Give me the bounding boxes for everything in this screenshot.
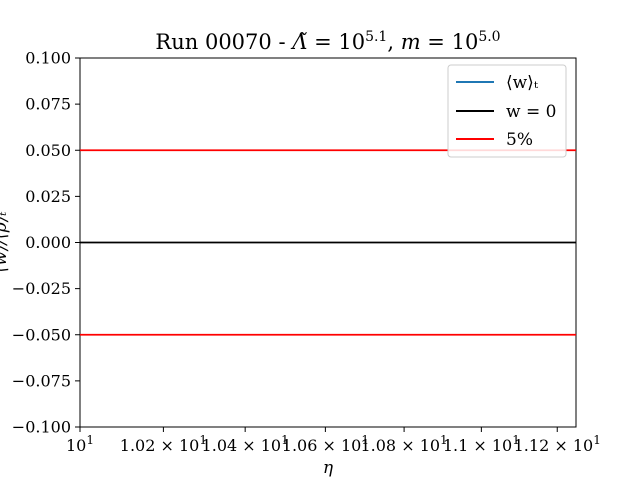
legend: ⟨w⟩ₜ w = 0 5% <box>447 64 567 158</box>
y-tick-label: 0.050 <box>25 141 71 160</box>
series-layer <box>80 149 576 336</box>
y-tick-label: 0.075 <box>25 95 71 114</box>
x-tick-label: 1.08 × 101 <box>360 433 447 455</box>
x-tick-label: 1.04 × 101 <box>202 433 289 455</box>
y-tick-label: 0.000 <box>25 233 71 252</box>
chart-title: Run 00070 - Λ̃ = 105.1, m = 105.0 <box>155 29 500 54</box>
y-tick-label: −0.025 <box>12 279 71 298</box>
y-tick-label: −0.075 <box>12 371 71 390</box>
y-axis-label: ⟨w⟩/⟨ρ⟩ₜ <box>0 211 11 273</box>
x-axis-label: η <box>323 458 334 478</box>
y-tick-label: −0.100 <box>12 418 71 437</box>
title-prefix: Run 00070 - <box>155 30 292 54</box>
y-tick-label: 0.100 <box>25 49 71 68</box>
x-tick-label: 1.1 × 101 <box>443 433 520 455</box>
x-tick-label: 101 <box>66 433 94 455</box>
title-m-symbol: m <box>401 30 421 54</box>
title-lambda-exp: 5.1 <box>365 29 387 45</box>
title-m-base: 10 <box>452 30 479 54</box>
x-tick-label: 1.02 × 101 <box>120 433 207 455</box>
title-m-exp: 5.0 <box>478 29 500 45</box>
ticks-layer: 0.100 0.075 0.050 0.025 0.000 −0.025 −0.050 −0.… <box>12 49 601 456</box>
x-tick-label: 1.06 × 101 <box>282 433 369 455</box>
title-lambda-symbol: Λ̃ <box>290 30 307 54</box>
y-tick-label: 0.025 <box>25 187 71 206</box>
x-tick-label: 1.12 × 101 <box>514 433 601 455</box>
y-tick-label: −0.050 <box>12 325 71 344</box>
legend-box <box>447 64 567 158</box>
title-lambda-base: 10 <box>338 30 365 54</box>
legend-label-five-percent: 5% <box>506 130 533 150</box>
legend-label-mean-w: ⟨w⟩ₜ <box>506 73 539 93</box>
legend-label-w-zero: w = 0 <box>506 102 556 122</box>
